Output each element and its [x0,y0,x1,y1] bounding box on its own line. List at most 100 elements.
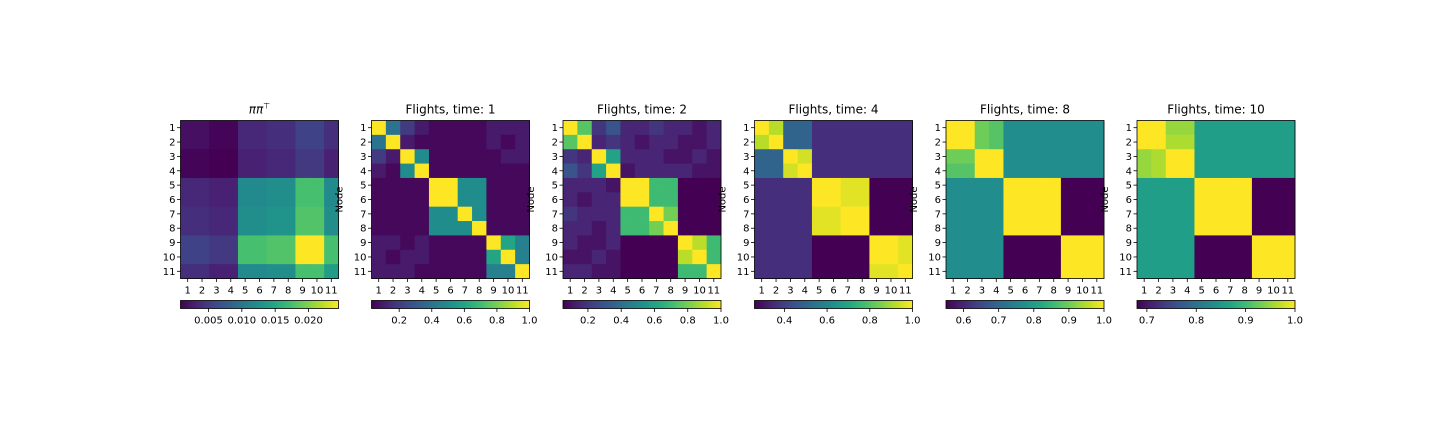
heatmap-cell [1032,221,1047,236]
heatmap-cell [443,206,459,222]
y-tick-label: 1 [935,123,941,134]
heatmap-cell [811,120,827,136]
x-tick-label: 8 [1242,286,1248,297]
heatmap-cell [840,163,856,179]
heatmap-cell [797,192,813,208]
y-tick-label: 3 [1126,152,1132,163]
heatmap-cell [443,163,459,179]
heatmap-cell [1151,249,1167,265]
heatmap-cell [706,177,722,193]
heatmap-cell [1060,249,1076,265]
y-tick-label: 9 [169,238,175,249]
heatmap-cell [295,163,311,179]
heatmap-cell [281,264,296,279]
heatmap-cell [563,206,578,222]
heatmap-cell [209,120,224,136]
heatmap-cell [309,134,325,150]
heatmap-cell [1280,221,1296,236]
colorbar-tick-label: 0.8 [1026,316,1042,327]
heatmap-cell [677,163,693,179]
heatmap-cell [1046,264,1062,279]
heatmap-cell [1060,192,1076,208]
heatmap-cell [883,120,899,136]
heatmap-cell [414,264,430,279]
heatmap-cell [1237,221,1253,236]
y-tick-label: 9 [552,238,558,249]
heatmap-cell [1046,192,1062,208]
x-tick-label: 11 [325,286,338,297]
heatmap-cell [457,177,473,193]
y-tick-label: 6 [743,195,749,206]
heatmap-cell [591,120,607,136]
heatmap-cell [1266,264,1282,279]
y-tick-label: 8 [1126,224,1132,235]
heatmap-cell [960,134,976,150]
heatmap-cell [457,221,473,236]
heatmap-cell [1180,221,1195,236]
heatmap-cell [500,134,516,150]
y-tick-label: 4 [552,166,558,177]
heatmap-cell [898,134,913,150]
heatmap-cell [620,221,636,236]
heatmap-cell [563,235,578,251]
heatmap-cell [811,264,827,279]
heatmap-cell [1089,264,1105,279]
heatmap-cell [237,163,253,179]
heatmap-cell [974,120,990,136]
heatmap-cell [309,149,325,164]
heatmap-cell [515,120,530,136]
heatmap-cell [1266,149,1282,164]
x-tick-label: 3 [979,286,985,297]
heatmap-cell [1046,120,1062,136]
heatmap-cell [649,206,664,222]
heatmap-cell [1075,206,1091,222]
heatmap-cell [677,177,693,193]
heatmap-cell [209,149,224,164]
x-tick-label: 5 [242,286,248,297]
y-tick-label: 3 [552,152,558,163]
heatmap-cell [634,163,650,179]
heatmap-cell [515,192,530,208]
heatmap-cell [223,264,239,279]
colorbar [562,300,722,309]
heatmap-cell [237,264,253,279]
heatmap-cell [309,192,325,208]
y-tick-label: 10 [737,252,750,263]
heatmap-cell [1046,177,1062,193]
heatmap-cell [620,149,636,164]
y-tick-label: 7 [935,209,941,220]
heatmap-cell [1032,264,1047,279]
heatmap-cell [1151,120,1167,136]
heatmap-cell [457,163,473,179]
heatmap-cell [883,177,899,193]
heatmap-cell [855,120,870,136]
heatmap-cell [606,206,621,222]
heatmap-cell [797,249,813,265]
heatmap-cell [840,206,856,222]
heatmap-cell [989,120,1004,136]
heatmap-cell [883,192,899,208]
heatmap-cell [237,177,253,193]
heatmap-cell [783,134,798,150]
colorbar-tick-label: 1.0 [713,316,729,327]
x-tick-label: 1 [184,286,190,297]
heatmap-cell [1165,249,1181,265]
heatmap-cell [960,206,976,222]
heatmap-cell [1251,264,1267,279]
heatmap-cell [706,163,722,179]
heatmap-cell [663,206,679,222]
heatmap-cell [811,134,827,150]
heatmap-cell [1032,120,1047,136]
heatmap-cell [1046,221,1062,236]
heatmap-cell [1208,249,1224,265]
heatmap-cell [1237,249,1253,265]
colorbar-tick-label: 1.0 [905,316,921,327]
heatmap-cell [634,120,650,136]
heatmap-cell [1208,192,1224,208]
y-tick-label: 11 [354,267,367,278]
heatmap-cell [946,163,961,179]
heatmap-cell [1075,120,1091,136]
heatmap-cell [754,235,770,251]
heatmap-cell [194,264,210,279]
heatmap-cell [883,221,899,236]
